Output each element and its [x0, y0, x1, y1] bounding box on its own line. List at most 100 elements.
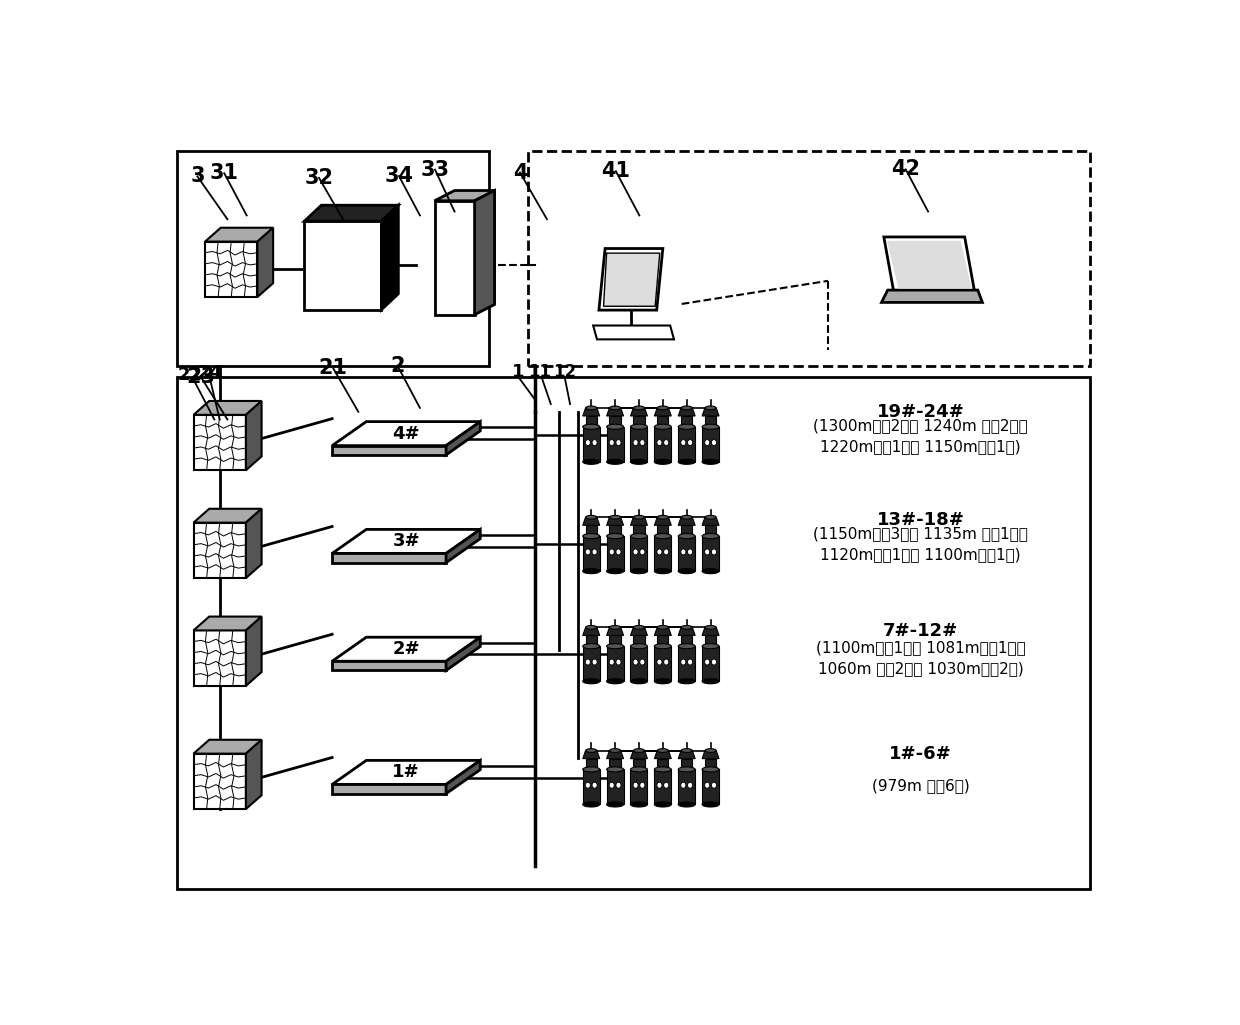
Bar: [177, 377, 1090, 889]
Polygon shape: [332, 529, 480, 554]
Polygon shape: [704, 526, 717, 536]
Polygon shape: [606, 426, 624, 462]
Ellipse shape: [681, 659, 686, 665]
Ellipse shape: [687, 549, 693, 555]
Polygon shape: [882, 290, 982, 302]
Text: 24: 24: [198, 364, 223, 382]
Polygon shape: [704, 636, 717, 646]
Polygon shape: [205, 228, 273, 242]
Ellipse shape: [610, 516, 620, 519]
Ellipse shape: [606, 644, 624, 649]
Polygon shape: [446, 638, 480, 670]
Polygon shape: [583, 770, 600, 805]
Ellipse shape: [634, 782, 639, 788]
Ellipse shape: [702, 767, 719, 772]
Ellipse shape: [630, 459, 647, 464]
Ellipse shape: [585, 748, 596, 752]
Text: 42: 42: [892, 160, 920, 179]
Text: 2: 2: [391, 356, 404, 376]
Ellipse shape: [609, 782, 614, 788]
Text: 3: 3: [190, 166, 205, 187]
Ellipse shape: [702, 644, 719, 649]
Ellipse shape: [583, 569, 600, 574]
Ellipse shape: [640, 440, 645, 446]
Text: 21: 21: [319, 359, 347, 378]
Polygon shape: [332, 761, 480, 784]
Ellipse shape: [655, 644, 671, 649]
Text: (1150m高程3个、 1135m 高程1个、
1120m高程1个、 1100m高程1个): (1150m高程3个、 1135m 高程1个、 1120m高程1个、 1100m…: [813, 526, 1028, 562]
Polygon shape: [678, 536, 696, 571]
Ellipse shape: [583, 534, 600, 539]
Ellipse shape: [609, 549, 614, 555]
Ellipse shape: [657, 440, 662, 446]
Polygon shape: [606, 518, 624, 526]
Text: 31: 31: [210, 163, 239, 183]
Ellipse shape: [610, 406, 620, 410]
Polygon shape: [304, 205, 398, 221]
Ellipse shape: [663, 440, 668, 446]
Ellipse shape: [678, 534, 696, 539]
Bar: [528, 152, 1090, 366]
Polygon shape: [657, 526, 668, 536]
Ellipse shape: [681, 549, 686, 555]
Ellipse shape: [657, 625, 668, 629]
Polygon shape: [609, 526, 621, 536]
Polygon shape: [655, 426, 671, 462]
Ellipse shape: [702, 459, 719, 464]
Polygon shape: [434, 201, 475, 315]
Polygon shape: [583, 518, 600, 526]
Ellipse shape: [634, 659, 639, 665]
Ellipse shape: [585, 549, 590, 555]
Polygon shape: [634, 416, 645, 426]
Ellipse shape: [706, 748, 715, 752]
Polygon shape: [678, 627, 696, 636]
Text: 41: 41: [601, 161, 630, 181]
Ellipse shape: [678, 767, 696, 772]
Polygon shape: [678, 770, 696, 805]
Polygon shape: [583, 426, 600, 462]
Ellipse shape: [634, 516, 645, 519]
Ellipse shape: [678, 459, 696, 464]
Polygon shape: [681, 758, 692, 770]
Ellipse shape: [583, 767, 600, 772]
Polygon shape: [332, 421, 480, 446]
Ellipse shape: [663, 782, 668, 788]
Polygon shape: [332, 661, 446, 670]
Ellipse shape: [609, 440, 614, 446]
Polygon shape: [704, 416, 717, 426]
Ellipse shape: [712, 782, 717, 788]
Ellipse shape: [616, 659, 621, 665]
Ellipse shape: [591, 549, 598, 555]
Text: 3#: 3#: [392, 532, 420, 550]
Polygon shape: [193, 740, 262, 753]
Bar: [177, 152, 490, 366]
Polygon shape: [332, 784, 446, 793]
Ellipse shape: [678, 424, 696, 429]
Polygon shape: [630, 646, 647, 682]
Ellipse shape: [702, 424, 719, 429]
Ellipse shape: [606, 569, 624, 574]
Ellipse shape: [681, 625, 692, 629]
Ellipse shape: [585, 440, 590, 446]
Text: (1100m高程1个、 1081m高程1个、
1060m 高程2个、 1030m高程2个): (1100m高程1个、 1081m高程1个、 1060m 高程2个、 1030m…: [816, 641, 1025, 676]
Polygon shape: [655, 536, 671, 571]
Ellipse shape: [712, 440, 717, 446]
Text: 23: 23: [186, 367, 216, 387]
Polygon shape: [585, 636, 596, 646]
Ellipse shape: [681, 516, 692, 519]
Ellipse shape: [687, 782, 693, 788]
Text: 19#-24#: 19#-24#: [877, 403, 965, 420]
Polygon shape: [884, 237, 975, 292]
Ellipse shape: [678, 802, 696, 807]
Ellipse shape: [657, 748, 668, 752]
Polygon shape: [609, 636, 621, 646]
Ellipse shape: [681, 748, 692, 752]
Polygon shape: [678, 646, 696, 682]
Text: (1300m高程2个、 1240m 高程2个、
1220m高程1个、 1150m高程1个): (1300m高程2个、 1240m 高程2个、 1220m高程1个、 1150m…: [813, 418, 1028, 454]
Ellipse shape: [630, 644, 647, 649]
Polygon shape: [702, 627, 719, 636]
Polygon shape: [585, 526, 596, 536]
Ellipse shape: [655, 459, 671, 464]
Polygon shape: [304, 221, 382, 310]
Ellipse shape: [681, 440, 686, 446]
